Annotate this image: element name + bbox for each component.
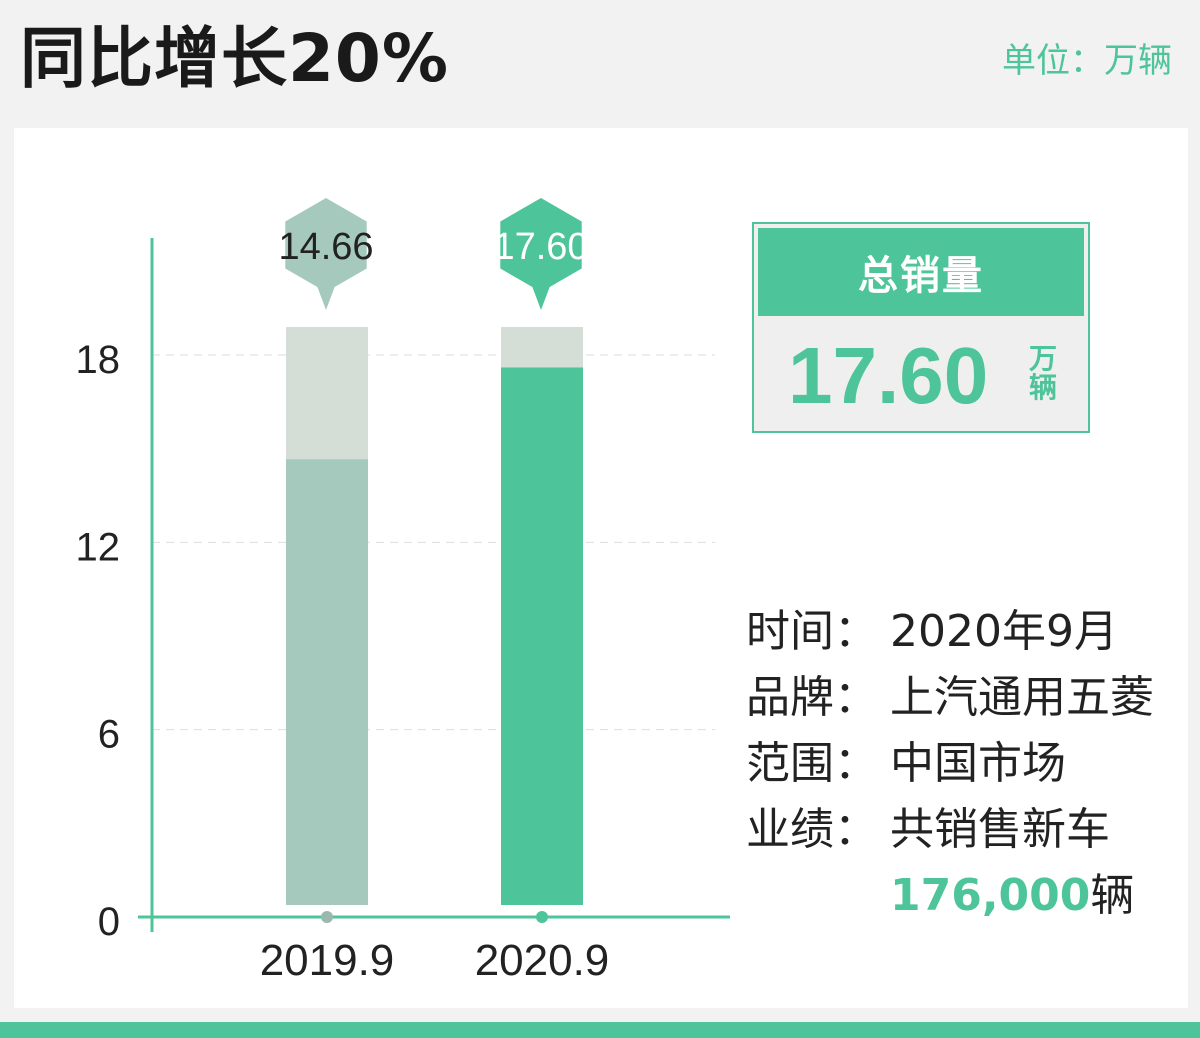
- bar: [286, 459, 368, 905]
- y-tick-label: 12: [76, 525, 121, 569]
- x-axis-dot: [321, 911, 333, 923]
- info-key: 时间：: [746, 606, 878, 657]
- info-key: 范围：: [746, 738, 878, 789]
- y-tick-label: 6: [98, 713, 120, 757]
- value-callout-pointer: [532, 286, 550, 310]
- x-axis-dot: [536, 911, 548, 923]
- data-label: 17.60: [493, 226, 588, 268]
- info-key: 业绩：: [746, 804, 878, 855]
- sales-unit: 辆: [1090, 870, 1135, 921]
- value-callout: [500, 198, 582, 292]
- info-value: 共销售新车: [890, 804, 1110, 855]
- total-sales-label: 总销量: [758, 228, 1084, 316]
- value-callout-pointer: [317, 286, 335, 310]
- info-sales-number: 176,000辆: [890, 874, 1134, 918]
- total-sales-unit: 万 辆: [1026, 344, 1060, 403]
- total-unit-top: 万: [1028, 342, 1057, 375]
- y-tick-label: 0: [98, 900, 120, 944]
- bottom-band: [0, 1022, 1200, 1038]
- data-label: 14.66: [278, 226, 373, 268]
- bar-chart: 0 6 12 18 2019.9 14.66 2020.9 17.60: [76, 198, 730, 985]
- total-unit-bottom: 辆: [1028, 371, 1057, 405]
- sales-number: 176,000: [890, 870, 1091, 921]
- info-value: 上汽通用五菱: [890, 672, 1154, 723]
- y-tick-label: 18: [76, 338, 121, 382]
- total-sales-card: 总销量 17.60 万 辆: [752, 222, 1090, 433]
- info-key: 品牌：: [746, 672, 878, 723]
- page-title: 同比增长20%: [20, 20, 449, 97]
- x-tick-label: 2020.9: [475, 936, 610, 985]
- total-sales-value: 17.60: [788, 331, 989, 420]
- info-value: 2020年9月: [890, 606, 1118, 657]
- bar: [501, 367, 583, 905]
- value-callout: [285, 198, 367, 292]
- x-tick-label: 2019.9: [260, 936, 395, 985]
- info-value: 中国市场: [890, 738, 1066, 789]
- unit-label: 单位：万辆: [1002, 41, 1172, 81]
